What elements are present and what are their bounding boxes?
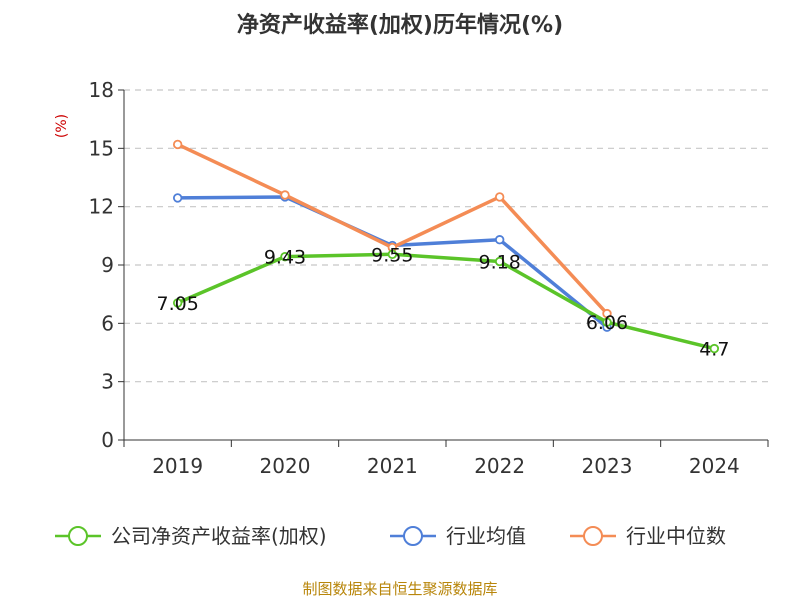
data-labels: 7.05 9.43 9.55 9.18 6.06 4.7 [157, 244, 730, 360]
x-tick-label-2021: 2021 [367, 454, 418, 478]
source-note: 制图数据来自恒生聚源数据库 [302, 580, 497, 598]
y-tick-label-0: 0 [101, 428, 114, 452]
data-label-2020: 9.43 [264, 247, 306, 269]
point-series2-2022 [494, 192, 505, 202]
legend-marker-0 [68, 526, 88, 546]
point-series1-2022 [494, 235, 505, 245]
series-lines [172, 139, 720, 354]
point-series0-2020 [280, 251, 290, 262]
y-tick-label-18: 18 [89, 78, 114, 102]
legend-marker-1 [403, 526, 423, 546]
series-line-0 [176, 252, 715, 351]
point-series1-2019 [172, 193, 183, 203]
point-series0-2024 [709, 343, 720, 354]
data-label-2021: 9.55 [371, 244, 413, 266]
data-label-2023: 6.06 [586, 312, 628, 334]
gridlines [124, 89, 768, 383]
point-series2-2019 [172, 139, 183, 150]
legend-label-2: 行业中位数 [626, 524, 726, 548]
point-series0-2023 [602, 317, 612, 327]
point-series0-2022 [494, 256, 505, 267]
x-tick-label-2024: 2024 [689, 454, 740, 478]
x-tick-label-2019: 2019 [152, 454, 203, 478]
x-tick-label-2022: 2022 [474, 454, 525, 478]
x-tick-label-2020: 2020 [260, 454, 311, 478]
point-series2-2020 [280, 190, 290, 200]
y-tick-label-6: 6 [101, 311, 114, 335]
legend-label-0: 公司净资产收益率(加权) [111, 524, 327, 548]
y-tick-label-12: 12 [89, 195, 114, 219]
y-tick-label-3: 3 [101, 370, 114, 394]
point-series2-2023 [602, 308, 612, 319]
axes: 0 3 6 9 12 15 18 2019 2020 2021 2022 2023 2024 [89, 78, 769, 478]
y-tick-label-15: 15 [89, 136, 114, 160]
x-tick-label-2023: 2023 [582, 454, 633, 478]
series-line-2 [176, 142, 609, 315]
point-series0-2021 [387, 249, 398, 260]
y-axis-unit-label: (%) [54, 114, 70, 138]
chart-title: 净资产收益率(加权)历年情况(%) [237, 12, 563, 38]
point-series0-2019 [172, 298, 183, 308]
data-label-2024: 4.7 [699, 339, 729, 361]
data-label-2019: 7.05 [157, 293, 199, 315]
legend-label-1: 行业均值 [446, 524, 526, 548]
data-label-2022: 9.18 [479, 252, 521, 274]
legend-marker-2 [583, 526, 603, 546]
y-tick-label-9: 9 [101, 253, 114, 277]
legend: 公司净资产收益率(加权) 行业均值 行业中位数 [55, 524, 726, 548]
